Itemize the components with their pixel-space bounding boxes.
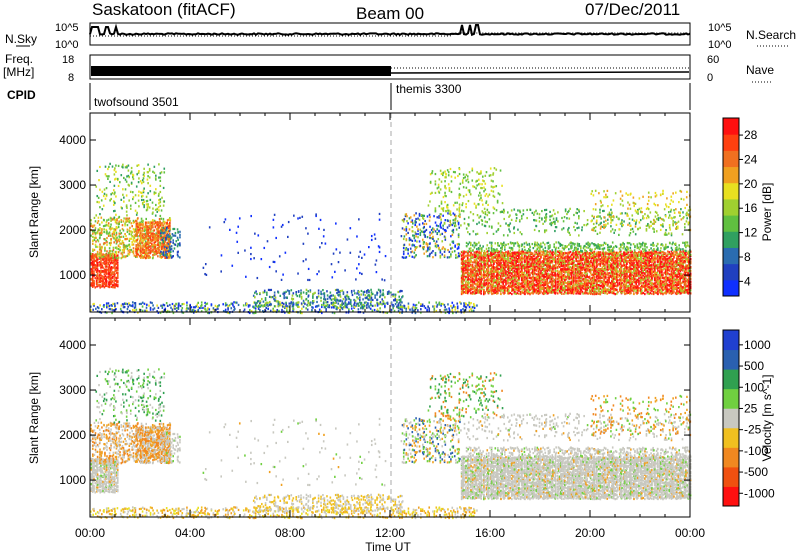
y-tick-label: 4000 — [59, 338, 86, 352]
y-tick-label: 3000 — [59, 383, 86, 397]
colorbar-swatch — [723, 247, 739, 265]
colorbar-swatch — [723, 279, 739, 297]
freq-panel: Freq. [MHz] 18 8 60 0 Nave — [3, 52, 774, 84]
colorbar-tick-label: 20 — [744, 177, 758, 191]
x-tick-label: 08:00 — [275, 526, 305, 540]
freq-block-twofsound — [91, 66, 391, 76]
colorbar-tick-label: -25 — [744, 423, 762, 437]
cpid-label: CPID — [7, 88, 36, 102]
colorbar-swatch — [723, 134, 739, 151]
freq-unit: [MHz] — [3, 65, 34, 79]
nsearch-trace — [90, 32, 690, 37]
colorbar-tick-label: 16 — [744, 201, 758, 215]
colorbar-swatch — [723, 215, 739, 232]
y-tick-label: 1000 — [59, 473, 86, 487]
colorbar-tick-label: 100 — [744, 380, 764, 394]
nsky-label: N.Sky — [5, 32, 37, 46]
colorbar-swatch — [723, 182, 739, 200]
station-title: Saskatoon (fitACF) — [92, 0, 236, 19]
colorbar-swatch — [723, 447, 739, 468]
nsky-trace — [89, 23, 691, 37]
colorbar-tick-label: 1000 — [744, 338, 771, 352]
power-colorbar: 28 24 20 16 12 8 4 — [722, 117, 758, 297]
colorbar-swatch — [723, 388, 739, 409]
nave-label: Nave — [746, 63, 774, 77]
power-colorbar-label: Power [dB] — [760, 183, 774, 242]
colorbar-swatch — [723, 330, 739, 351]
x-tick-label: 20:00 — [575, 526, 605, 540]
colorbar-swatch — [723, 263, 739, 281]
velocity-heatmap-cells — [90, 367, 692, 520]
x-tick-label: 04:00 — [175, 526, 205, 540]
velocity-panel: 1000 2000 3000 4000 Slant Range [km] 1000 50… — [27, 317, 775, 520]
colorbar-tick-label: 500 — [744, 359, 764, 373]
colorbar-tick-label: 25 — [744, 401, 758, 415]
colorbar-swatch — [723, 349, 739, 370]
colorbar-swatch — [723, 427, 739, 448]
colorbar-tick-label: 28 — [744, 128, 758, 142]
date-title: 07/Dec/2011 — [585, 0, 680, 19]
power-ylabel: Slant Range [km] — [27, 166, 41, 258]
colorbar-tick-label: 24 — [744, 152, 758, 166]
cpid-mode-themis: themis 3300 — [396, 82, 462, 96]
freq-frame — [89, 54, 691, 80]
cpid-row: CPID twofsound 3501 themis 3300 — [7, 82, 691, 110]
y-tick-label: 3000 — [59, 178, 86, 192]
nsky-right-tick-bottom: 10^0 — [708, 39, 732, 51]
x-tick-label: 12:00 — [375, 526, 405, 540]
x-axis-title: Time UT — [365, 540, 411, 554]
nsky-right-tick-top: 10^5 — [708, 22, 732, 34]
beam-title: Beam 00 — [356, 4, 424, 23]
colorbar-swatch — [723, 166, 739, 184]
colorbar-tick-label: 8 — [744, 250, 751, 264]
colorbar-swatch — [723, 198, 739, 216]
velocity-x-ticks — [89, 318, 691, 517]
freq-trace-themis — [390, 71, 690, 74]
velocity-colorbar-label: Velocity [m s^-1] — [760, 375, 774, 462]
power-panel: 1000 2000 3000 4000 Slant Range [km] 28 24 20… — [27, 112, 774, 315]
colorbar-swatch — [723, 118, 739, 135]
x-tick-label: 00:00 — [75, 526, 105, 540]
y-tick-label: 1000 — [59, 268, 86, 282]
colorbar-swatch — [723, 408, 739, 429]
freq-right-tick-bottom: 0 — [707, 72, 713, 84]
power-heatmap-cells — [90, 162, 692, 315]
velocity-colorbar: 1000 500 100 25 -25 -100 -500 -1000 — [722, 329, 775, 507]
power-x-ticks — [89, 113, 691, 312]
y-tick-label: 2000 — [59, 428, 86, 442]
nsky-panel: N.Sky 10^5 10^0 10^5 10^0 N.Search — [5, 22, 796, 51]
nsky-left-tick-bottom: 10^0 — [55, 39, 79, 51]
y-tick-label: 2000 — [59, 223, 86, 237]
nsearch-label: N.Search — [746, 28, 796, 42]
y-tick-label: 4000 — [59, 133, 86, 147]
colorbar-swatch — [723, 150, 739, 168]
velocity-ylabel: Slant Range [km] — [27, 372, 41, 464]
velocity-y-ticks: 1000 2000 3000 4000 — [59, 338, 690, 487]
colorbar-swatch — [723, 231, 739, 248]
x-tick-label: 16:00 — [475, 526, 505, 540]
colorbar-tick-label: -100 — [744, 444, 768, 458]
x-tick-label: 00:00 — [675, 526, 705, 540]
power-y-ticks: 1000 2000 3000 4000 — [59, 133, 690, 282]
colorbar-swatch — [723, 486, 739, 507]
freq-left-tick-top: 18 — [62, 54, 74, 66]
colorbar-tick-label: -500 — [744, 465, 768, 479]
colorbar-tick-label: 12 — [744, 226, 758, 240]
cpid-mode-twofsound: twofsound 3501 — [94, 95, 179, 109]
colorbar-swatch — [723, 369, 739, 390]
freq-right-tick-top: 60 — [707, 54, 719, 66]
freq-left-tick-bottom: 8 — [68, 72, 74, 84]
time-axis-labels: 00:00 04:00 08:00 12:00 16:00 20:00 00:00 — [75, 526, 705, 540]
nsky-left-tick-top: 10^5 — [55, 22, 79, 34]
freq-label: Freq. — [5, 52, 33, 66]
colorbar-swatch — [723, 466, 739, 487]
colorbar-tick-label: -1000 — [744, 486, 775, 500]
colorbar-tick-label: 4 — [744, 274, 751, 288]
